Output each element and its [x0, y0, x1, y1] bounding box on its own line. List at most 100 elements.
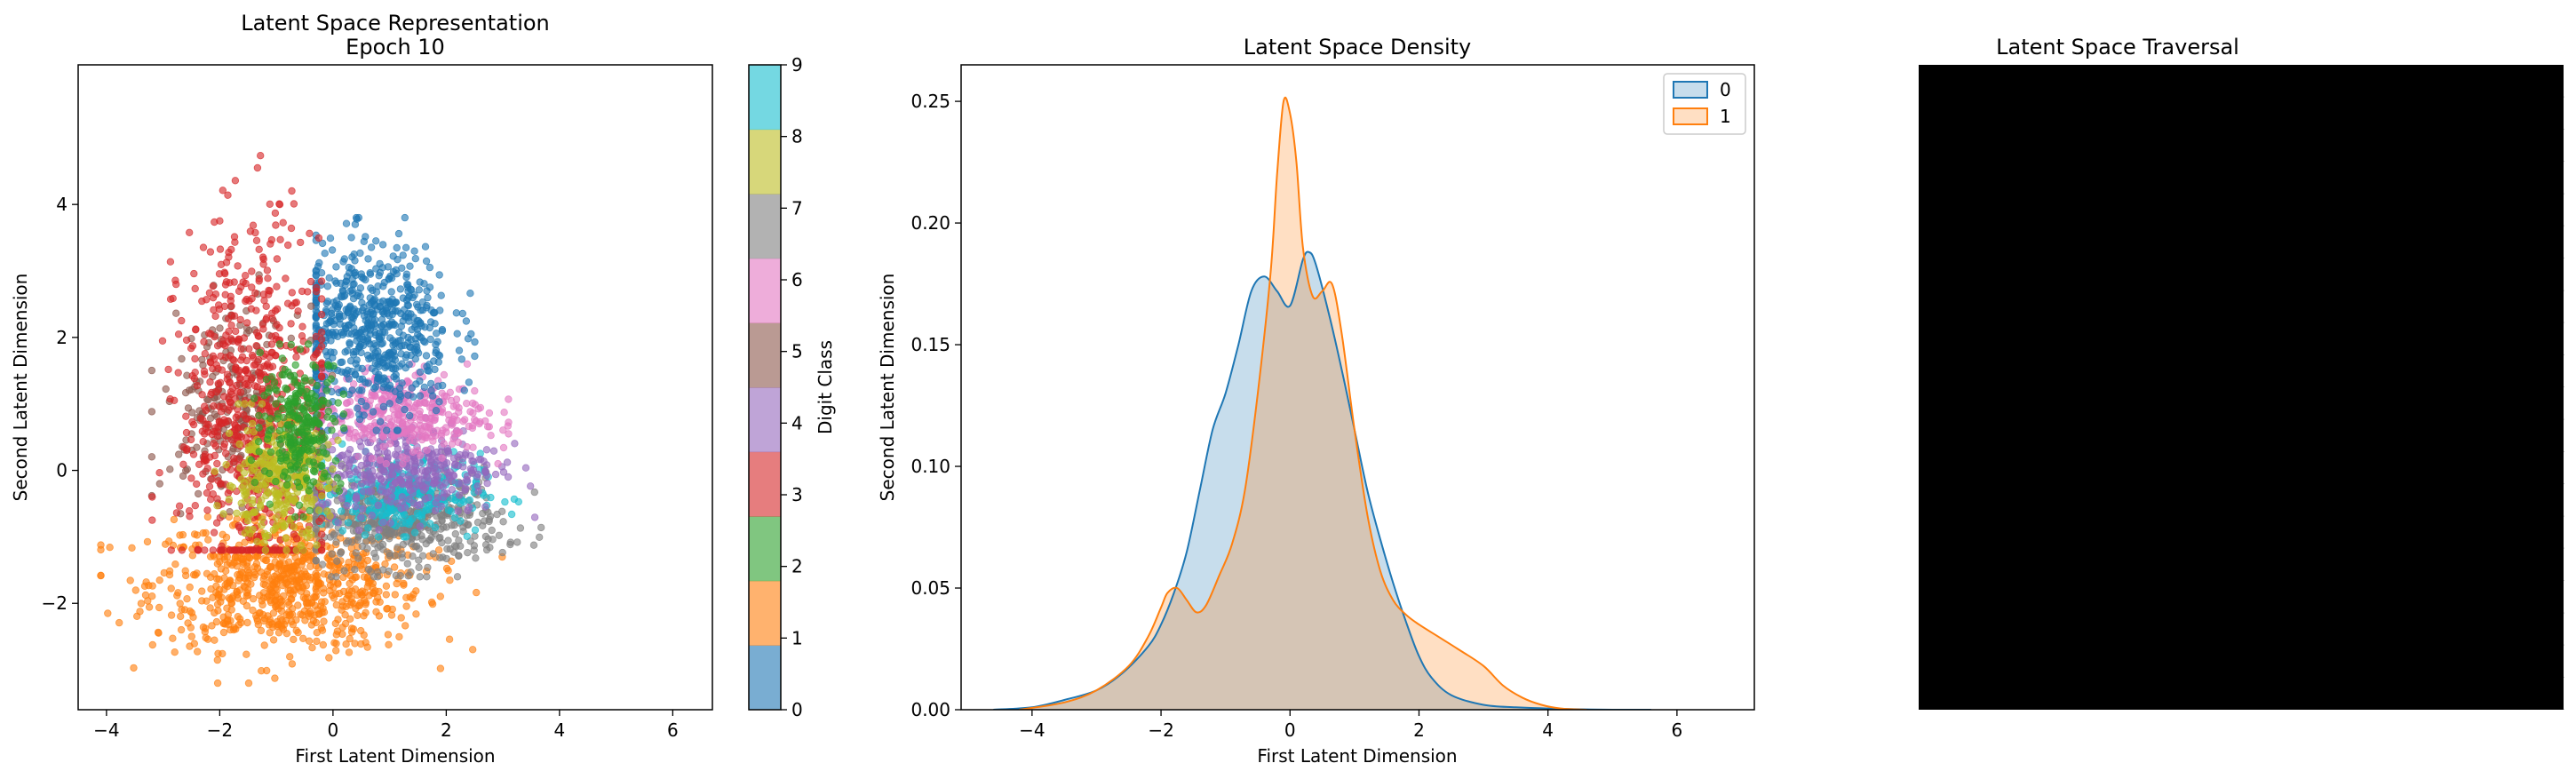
scatter-point-class-4: [369, 475, 377, 483]
scatter-point-class-3: [164, 365, 172, 374]
scatter-point-class-8: [247, 466, 256, 475]
scatter-point-class-2: [283, 481, 291, 489]
scatter-point-class-7: [394, 544, 402, 552]
scatter-point-class-1: [220, 555, 228, 563]
scatter-point-class-2: [316, 398, 324, 407]
scatter-point-class-1: [320, 617, 328, 625]
scatter-point-class-8: [261, 532, 270, 541]
scatter-point-class-0: [325, 274, 333, 282]
scatter-point-class-5: [162, 385, 170, 393]
scatter-point-class-3: [178, 316, 186, 325]
scatter-point-class-0: [396, 390, 404, 398]
scatter-point-class-4: [404, 481, 413, 489]
scatter-point-class-0: [415, 286, 423, 294]
scatter-point-class-6: [367, 422, 375, 431]
scatter-point-class-3: [214, 477, 222, 485]
scatter-point-class-0: [462, 317, 471, 325]
scatter-point-class-1: [244, 679, 253, 688]
scatter-x-tick-label: 6: [667, 719, 679, 741]
scatter-point-class-1: [306, 608, 314, 616]
scatter-point-class-3: [242, 379, 250, 388]
scatter-point-class-0: [378, 241, 387, 249]
scatter-point-class-2: [306, 506, 314, 515]
scatter-point-class-4: [386, 519, 394, 527]
scatter-point-class-9: [398, 519, 406, 528]
scatter-point-class-0: [349, 281, 357, 289]
scatter-point-class-2: [306, 417, 315, 426]
scatter-point-class-8: [242, 510, 250, 519]
scatter-point-class-5: [287, 334, 295, 342]
scatter-point-class-6: [423, 446, 431, 454]
scatter-point-class-3: [250, 361, 258, 370]
scatter-point-class-3: [225, 253, 233, 261]
scatter-point-class-1: [346, 615, 354, 623]
scatter-point-class-8: [237, 475, 245, 483]
scatter-point-class-0: [393, 243, 401, 252]
scatter-point-class-3: [187, 345, 195, 353]
scatter-point-class-1: [189, 613, 197, 621]
scatter-point-class-6: [368, 455, 377, 463]
scatter-point-class-1: [375, 612, 384, 620]
scatter-point-class-8: [270, 457, 278, 465]
scatter-point-class-2: [272, 477, 280, 486]
scatter-point-class-3: [267, 235, 276, 244]
scatter-point-class-1: [106, 544, 114, 552]
scatter-point-class-8: [225, 429, 234, 437]
scatter-point-class-1: [297, 610, 305, 618]
scatter-point-class-4: [337, 462, 346, 470]
scatter-point-class-8: [282, 546, 290, 554]
scatter-point-class-3: [243, 319, 251, 327]
scatter-point-class-7: [376, 542, 385, 550]
scatter-point-class-4: [403, 445, 411, 453]
scatter-point-class-3: [228, 337, 237, 346]
scatter-point-class-1: [301, 616, 309, 624]
scatter-point-class-7: [363, 545, 371, 552]
scatter-point-class-3: [273, 321, 281, 329]
scatter-point-class-1: [268, 588, 276, 597]
scatter-point-class-7: [381, 525, 390, 534]
scatter-point-class-1: [313, 637, 321, 646]
scatter-point-class-0: [368, 364, 376, 372]
scatter-point-class-4: [343, 456, 351, 464]
scatter-point-class-2: [277, 395, 285, 403]
scatter-point-class-8: [292, 546, 300, 554]
scatter-point-class-1: [357, 640, 365, 648]
scatter-point-class-1: [446, 576, 454, 584]
density-x-label: First Latent Dimension: [1257, 745, 1457, 767]
scatter-point-class-6: [440, 440, 448, 448]
scatter-point-class-3: [235, 521, 242, 530]
scatter-point-class-1: [227, 616, 235, 625]
scatter-point-class-2: [290, 376, 298, 384]
scatter-point-class-3: [258, 321, 267, 329]
scatter-point-class-6: [485, 423, 493, 431]
scatter-point-class-0: [369, 286, 377, 295]
scatter-point-class-0: [401, 213, 409, 222]
scatter-point-class-3: [227, 245, 235, 254]
scatter-point-class-0: [386, 300, 394, 308]
scatter-point-class-7: [416, 573, 424, 581]
scatter-point-class-4: [473, 470, 482, 479]
scatter-point-class-0: [353, 331, 361, 339]
scatter-point-class-7: [386, 549, 394, 558]
scatter-point-class-1: [374, 593, 382, 602]
scatter-point-class-1: [299, 634, 307, 642]
scatter-point-class-4: [474, 488, 482, 496]
scatter-point-class-1: [266, 629, 274, 637]
scatter-point-class-8: [256, 501, 265, 509]
scatter-point-class-1: [332, 647, 340, 655]
scatter-point-class-2: [266, 500, 274, 508]
scatter-point-class-3: [175, 502, 184, 510]
scatter-point-class-1: [170, 515, 179, 524]
scatter-point-class-4: [481, 503, 489, 511]
scatter-point-class-0: [375, 333, 383, 341]
scatter-point-class-1: [199, 529, 207, 537]
scatter-point-class-8: [258, 515, 266, 523]
scatter-point-class-1: [402, 602, 410, 610]
scatter-point-class-3: [236, 388, 245, 396]
scatter-point-class-0: [326, 234, 335, 242]
scatter-point-class-5: [307, 302, 315, 310]
scatter-point-class-1: [225, 594, 233, 602]
scatter-point-class-3: [203, 506, 211, 514]
scatter-point-class-0: [372, 426, 380, 434]
scatter-point-class-1: [230, 624, 238, 632]
